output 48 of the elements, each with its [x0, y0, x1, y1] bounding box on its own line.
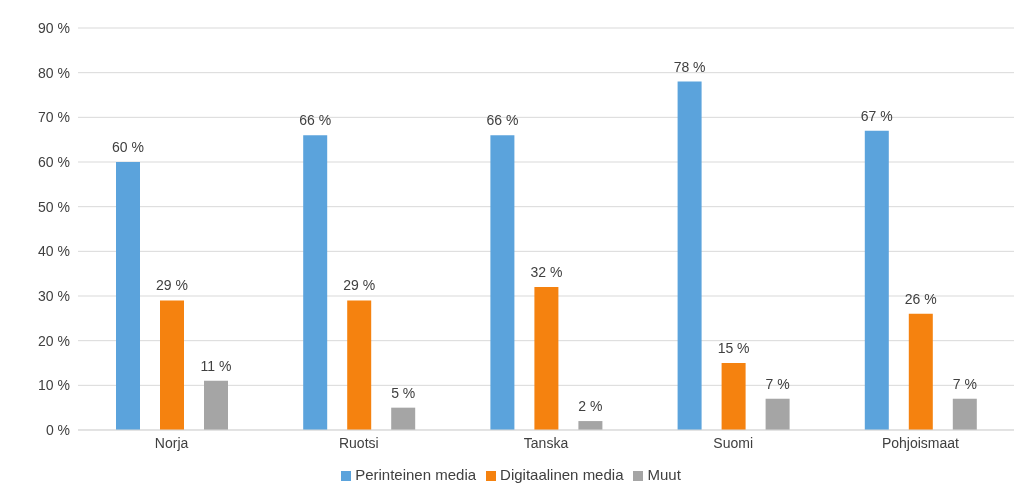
- legend-label: Muut: [647, 466, 681, 483]
- bar: [347, 300, 372, 430]
- data-label: 29 %: [156, 277, 188, 294]
- x-tick-label: Pohjoismaat: [881, 434, 960, 451]
- data-label: 60 %: [112, 139, 144, 155]
- y-tick-label: 50 %: [38, 198, 70, 215]
- bar: [116, 162, 140, 430]
- y-tick-label: 40 %: [38, 243, 70, 260]
- data-label: 32 %: [530, 264, 563, 281]
- data-label: 15 %: [717, 340, 750, 356]
- bar: [765, 398, 790, 430]
- bar: [204, 380, 228, 430]
- bar: [490, 135, 515, 430]
- legend-label: Digitaalinen media: [500, 466, 624, 483]
- data-label: 67 %: [860, 107, 893, 124]
- y-tick-label: 0 %: [45, 421, 70, 438]
- data-label: 66 %: [486, 112, 519, 129]
- bar: [864, 130, 889, 430]
- bar: [578, 421, 603, 430]
- y-tick-label: 30 %: [38, 287, 70, 304]
- y-tick-label: 90 %: [38, 19, 70, 36]
- bar: [534, 287, 559, 430]
- data-label: 29 %: [343, 277, 376, 294]
- x-tick-label: Suomi: [713, 434, 754, 451]
- data-label: 26 %: [904, 290, 937, 307]
- bar: [391, 407, 416, 430]
- bar: [303, 135, 328, 430]
- data-label: 66 %: [299, 112, 332, 129]
- y-tick-label: 10 %: [38, 377, 70, 394]
- data-label: 2 %: [578, 398, 603, 415]
- bar: [677, 81, 702, 430]
- y-tick-label: 70 %: [38, 109, 70, 126]
- x-tick-label: Norja: [154, 434, 189, 451]
- data-label: 7 %: [765, 375, 790, 392]
- y-tick-label: 80 %: [38, 64, 70, 81]
- bar: [908, 313, 933, 430]
- bar: [721, 363, 746, 430]
- y-tick-label: 20 %: [38, 332, 70, 349]
- data-label: 11 %: [200, 357, 232, 374]
- bar: [160, 300, 184, 430]
- x-tick-label: Tanska: [523, 434, 569, 451]
- y-tick-label: 60 %: [38, 153, 70, 170]
- x-tick-label: Ruotsi: [338, 434, 379, 451]
- bar: [952, 398, 977, 430]
- data-label: 5 %: [391, 384, 416, 401]
- legend-label: Perinteinen media: [355, 466, 477, 483]
- data-label: 78 %: [673, 58, 706, 75]
- data-label: 7 %: [952, 375, 977, 392]
